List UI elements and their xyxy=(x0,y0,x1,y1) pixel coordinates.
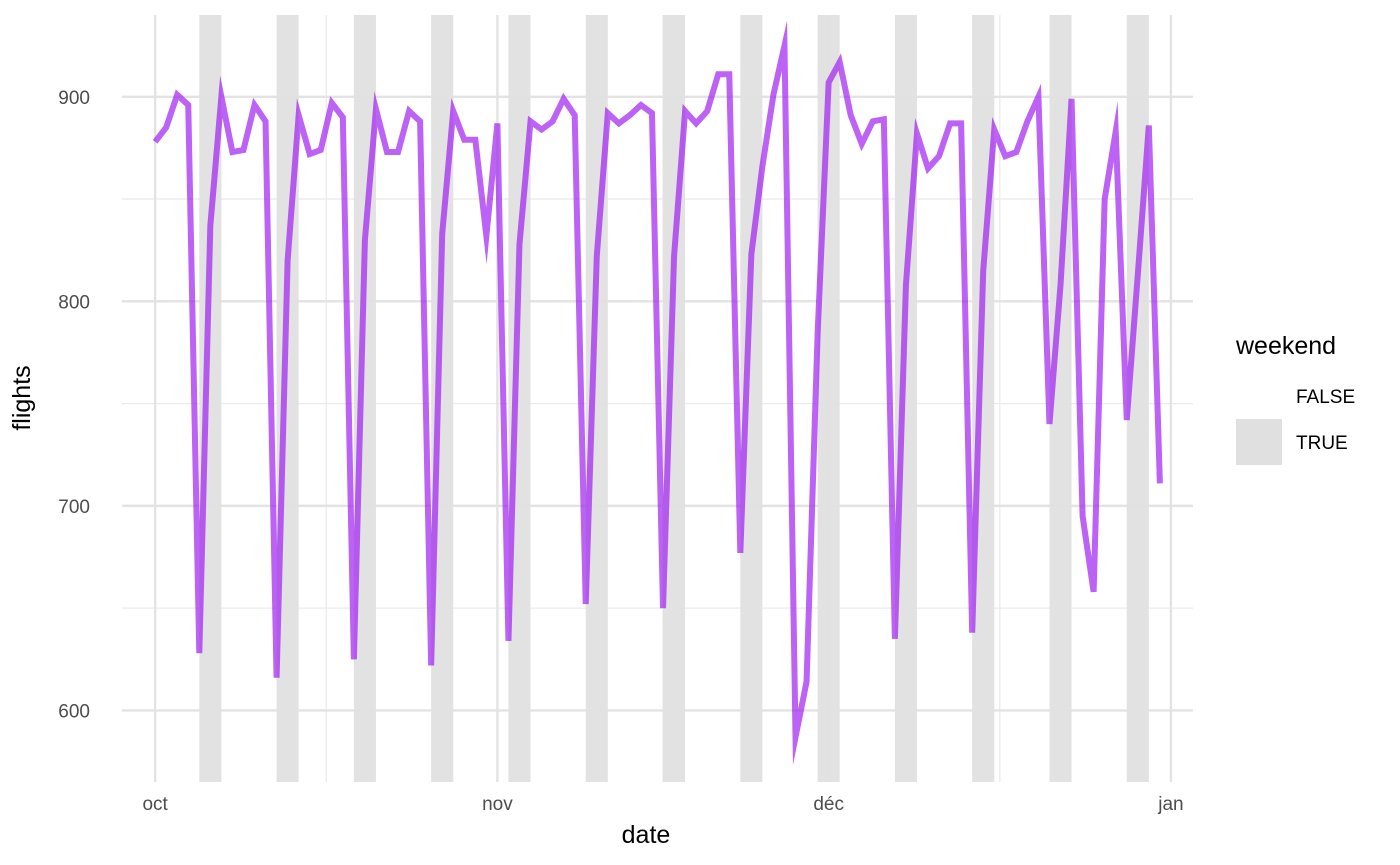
series-layer xyxy=(152,20,1163,766)
x-tick-label: nov xyxy=(482,794,513,815)
legend-label-true: TRUE xyxy=(1296,433,1348,454)
legend: weekend FALSE TRUE xyxy=(1235,332,1355,465)
y-tick-label: 800 xyxy=(58,292,90,313)
plot-panel xyxy=(122,15,1193,782)
y-tick-label: 900 xyxy=(58,88,90,109)
legend-title: weekend xyxy=(1235,332,1336,360)
weekend-band xyxy=(894,15,917,782)
legend-label-false: FALSE xyxy=(1296,387,1355,408)
x-axis-ticks: oct nov déc jan xyxy=(142,794,1183,815)
legend-key-true xyxy=(1236,419,1282,465)
y-tick-label: 700 xyxy=(58,497,90,518)
legend-key-false xyxy=(1236,373,1282,419)
x-tick-label: oct xyxy=(142,794,168,815)
x-tick-label: déc xyxy=(813,794,844,815)
x-tick-label: jan xyxy=(1157,794,1183,815)
y-tick-label: 600 xyxy=(58,701,90,722)
weekend-band xyxy=(199,15,222,782)
series-line xyxy=(152,20,1163,766)
weekend-band xyxy=(431,15,454,782)
x-axis-title: date xyxy=(622,821,671,849)
y-axis-title: flights xyxy=(8,365,36,430)
weekend-band xyxy=(972,15,995,782)
y-axis-ticks: 600 700 800 900 xyxy=(58,88,90,723)
